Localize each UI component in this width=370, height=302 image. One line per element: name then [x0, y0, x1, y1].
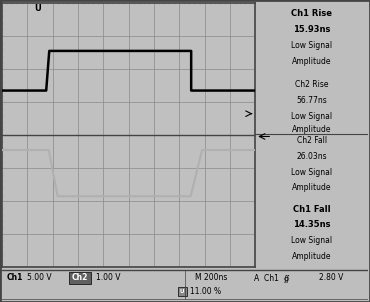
Text: 1.00 V: 1.00 V: [96, 273, 120, 282]
Text: Ch2: Ch2: [72, 273, 88, 282]
Text: U: U: [180, 289, 184, 294]
Text: M 200ns: M 200ns: [195, 273, 227, 282]
Text: A  Ch1  ∯: A Ch1 ∯: [254, 273, 290, 282]
Text: 5.00 V: 5.00 V: [27, 273, 51, 282]
Text: Ch1 Rise: Ch1 Rise: [291, 9, 332, 18]
Text: 2.80 V: 2.80 V: [319, 273, 343, 282]
Text: U: U: [34, 5, 41, 14]
Text: Ch1 Fall: Ch1 Fall: [293, 205, 330, 214]
Text: 15.93ns: 15.93ns: [293, 25, 330, 34]
FancyBboxPatch shape: [69, 272, 91, 284]
Text: Ch1: Ch1: [7, 273, 23, 282]
Text: Ch2 Rise: Ch2 Rise: [295, 80, 329, 89]
Text: Low Signal: Low Signal: [291, 112, 332, 121]
Text: 56.77ns: 56.77ns: [296, 96, 327, 105]
Text: 11.00 %: 11.00 %: [190, 287, 221, 296]
Text: 26.03ns: 26.03ns: [296, 152, 327, 161]
Text: Low Signal: Low Signal: [291, 41, 332, 50]
FancyBboxPatch shape: [178, 287, 187, 297]
Text: Amplitude: Amplitude: [292, 184, 332, 192]
Text: Amplitude: Amplitude: [292, 57, 332, 66]
Text: Ch2 Fall: Ch2 Fall: [297, 136, 327, 145]
Text: Amplitude: Amplitude: [292, 252, 332, 261]
Text: Amplitude: Amplitude: [292, 125, 332, 134]
Text: Low Signal: Low Signal: [291, 236, 332, 245]
Text: Low Signal: Low Signal: [291, 168, 332, 177]
Text: 14.35ns: 14.35ns: [293, 220, 330, 230]
